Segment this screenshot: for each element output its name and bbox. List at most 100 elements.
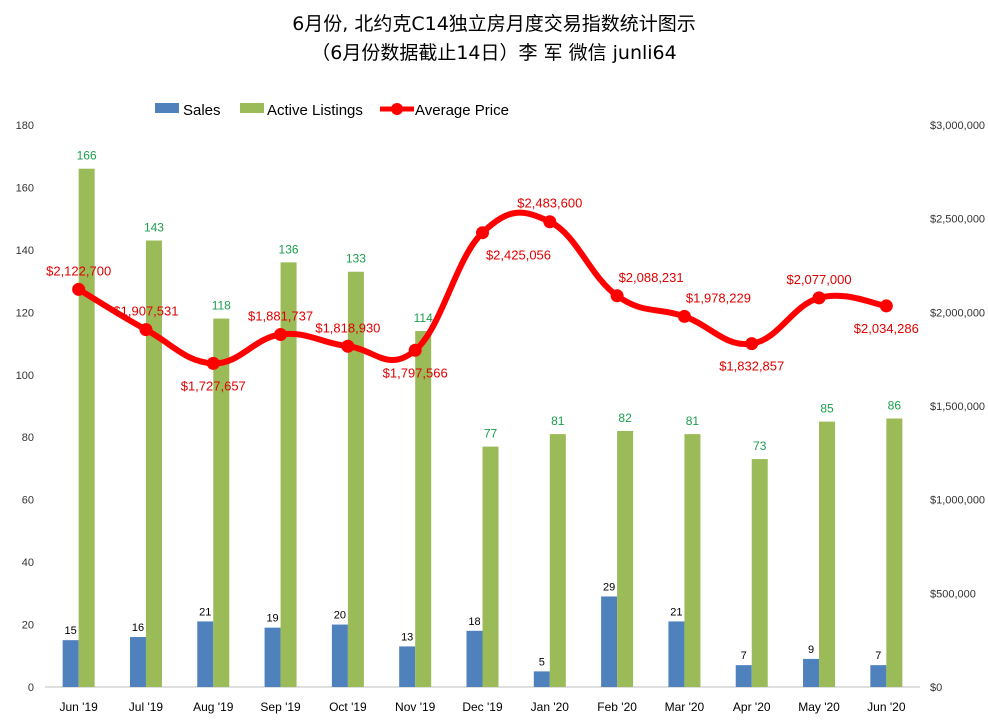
left-tick-label: 20 xyxy=(22,620,34,632)
sales-data-label: 5 xyxy=(539,656,545,668)
price-data-label: $1,978,229 xyxy=(686,290,751,305)
price-marker xyxy=(206,356,220,370)
x-tick-label: Feb '20 xyxy=(597,700,637,714)
left-tick-label: 100 xyxy=(16,370,34,382)
right-tick-label: $2,000,000 xyxy=(930,307,985,319)
chart-subtitle: （6月份数据截止14日）李 军 微信 junli64 xyxy=(311,42,676,64)
sales-data-label: 9 xyxy=(808,644,814,656)
price-data-label: $2,122,700 xyxy=(46,263,111,278)
x-axis: Jun '19 Jul '19 Aug '19 Sep '19 Oct '19 Nov '… xyxy=(59,700,905,714)
listings-bar xyxy=(280,262,297,687)
legend-swatch-listings xyxy=(240,103,264,113)
x-tick-label: May '20 xyxy=(798,700,840,714)
listings-data-label: 86 xyxy=(888,398,902,412)
sales-bar xyxy=(533,671,550,687)
listings-data-label: 114 xyxy=(414,311,433,325)
legend-swatch-sales xyxy=(155,103,179,113)
sales-bar xyxy=(466,630,483,687)
price-data-label: $2,425,056 xyxy=(486,248,551,263)
legend-label-listings: Active Listings xyxy=(267,102,363,119)
sales-bar xyxy=(601,596,618,687)
legend: Sales Active Listings Average Price xyxy=(155,102,509,119)
x-tick-label: Jun '19 xyxy=(59,700,98,714)
x-tick-label: Aug '19 xyxy=(193,700,234,714)
listings-bar xyxy=(347,271,364,687)
listings-data-label: 166 xyxy=(77,149,97,163)
sales-bar xyxy=(803,658,820,687)
listings-bar xyxy=(213,318,230,687)
price-marker xyxy=(139,323,153,337)
price-data-labels: $2,122,700 $1,907,531 $1,727,657 $1,881,737… xyxy=(46,196,919,394)
sales-data-label: 7 xyxy=(875,650,881,662)
price-marker xyxy=(745,337,759,351)
price-data-label: $2,034,286 xyxy=(854,321,919,336)
left-tick-label: 80 xyxy=(22,432,34,444)
listings-data-label: 81 xyxy=(686,414,700,428)
sales-data-label: 13 xyxy=(401,631,413,643)
listings-data-label: 136 xyxy=(279,242,299,256)
x-tick-label: Oct '19 xyxy=(329,700,367,714)
price-marker xyxy=(543,215,557,229)
price-marker xyxy=(610,289,624,303)
x-tick-label: Jul '19 xyxy=(129,700,164,714)
x-tick-label: Apr '20 xyxy=(733,700,771,714)
price-data-label: $2,483,600 xyxy=(517,196,582,211)
x-tick-label: Mar '20 xyxy=(665,700,705,714)
listings-bar xyxy=(886,418,903,687)
price-marker xyxy=(72,282,86,296)
price-marker xyxy=(408,343,422,357)
sales-bar xyxy=(62,640,79,687)
right-tick-label: $500,000 xyxy=(930,588,976,600)
right-tick-label: $2,500,000 xyxy=(930,214,985,226)
listings-bar xyxy=(482,446,499,687)
listings-data-label: 118 xyxy=(212,299,231,313)
price-marker xyxy=(274,327,288,341)
sales-bar xyxy=(668,621,685,687)
right-tick-label: $1,000,000 xyxy=(930,495,985,507)
price-data-label: $1,727,657 xyxy=(181,378,246,393)
right-axis: $0 $500,000 $1,000,000 $1,500,000 $2,000,000… xyxy=(930,120,985,694)
listings-bar xyxy=(145,240,162,687)
left-axis: 0 20 40 60 80 100 120 140 160 180 xyxy=(16,120,34,694)
x-tick-label: Jun '20 xyxy=(867,700,906,714)
sales-bar xyxy=(870,665,887,687)
listings-data-label: 133 xyxy=(346,252,366,266)
listings-bar xyxy=(415,331,432,687)
right-tick-label: $1,500,000 xyxy=(930,401,985,413)
legend-marker-price xyxy=(391,103,403,115)
price-data-label: $1,907,531 xyxy=(113,304,178,319)
sales-data-label: 15 xyxy=(65,625,77,637)
price-marker xyxy=(341,339,355,353)
sales-data-label: 20 xyxy=(334,610,346,622)
left-tick-label: 180 xyxy=(16,120,34,132)
sales-data-label: 21 xyxy=(670,606,682,618)
listings-data-label: 77 xyxy=(484,427,498,441)
x-tick-label: Sep '19 xyxy=(260,700,301,714)
sales-bar xyxy=(264,627,281,687)
right-tick-label: $3,000,000 xyxy=(930,120,985,132)
listings-data-label: 73 xyxy=(753,439,767,453)
left-tick-label: 40 xyxy=(22,557,34,569)
listings-bar xyxy=(78,168,95,687)
price-marker xyxy=(677,309,691,323)
price-data-label: $1,832,857 xyxy=(719,359,784,374)
listings-data-label: 81 xyxy=(551,414,565,428)
listings-bar xyxy=(819,421,836,687)
sales-data-label: 18 xyxy=(468,616,480,628)
right-tick-label: $0 xyxy=(930,682,942,694)
price-data-label: $1,797,566 xyxy=(383,365,448,380)
listings-bar xyxy=(684,434,701,687)
sales-bar xyxy=(129,637,146,687)
listings-bar xyxy=(549,434,566,687)
left-tick-label: 120 xyxy=(16,307,34,319)
price-marker xyxy=(812,291,826,305)
sales-data-label: 29 xyxy=(603,581,615,593)
listings-data-label: 143 xyxy=(144,221,164,235)
price-series xyxy=(72,209,893,370)
left-tick-label: 0 xyxy=(28,682,34,694)
chart-title: 6月份, 北约克C14独立房月度交易指数统计图示 xyxy=(292,13,696,35)
listings-bar xyxy=(751,459,768,687)
legend-label-sales: Sales xyxy=(183,102,221,119)
x-tick-label: Jan '20 xyxy=(531,700,570,714)
